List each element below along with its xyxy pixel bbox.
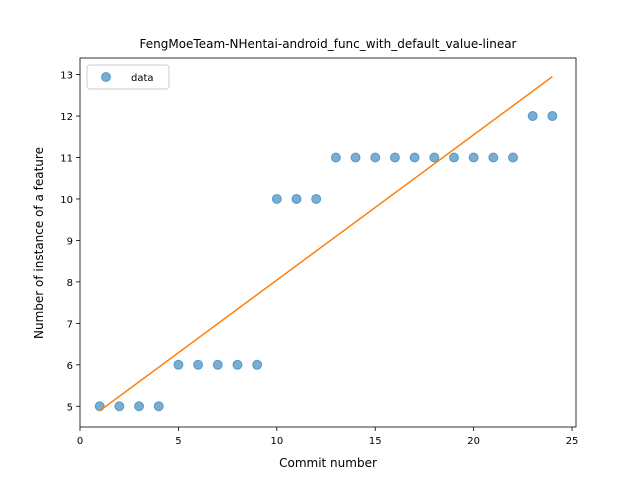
data-point [173,359,184,370]
data-point [370,152,381,163]
plot-area: 0 5 10 15 20 25 5 6 7 8 9 10 11 12 13 data [60,57,579,447]
data-point [448,152,459,163]
data-point [311,193,322,204]
data-point [271,193,282,204]
data-point [350,152,361,163]
data-point [508,152,519,163]
data-point [547,111,558,122]
data-point [389,152,400,163]
data-point [330,152,341,163]
x-axis-label: Commit number [279,456,377,470]
chart-title: FengMoeTeam-NHentai-android_func_with_de… [140,37,517,51]
data-point [429,152,440,163]
data-point [409,152,420,163]
data-point [212,359,223,370]
data-point [232,359,243,370]
x-tick-label: 0 [77,436,83,447]
y-tick-label: 11 [60,154,73,165]
y-tick-label: 9 [67,236,73,247]
data-point [527,111,538,122]
y-tick-label: 5 [67,402,73,413]
fit-line [99,76,553,412]
y-tick-label: 7 [67,319,73,330]
data-point [488,152,499,163]
y-tick-label: 6 [67,361,73,372]
x-tick-label: 10 [270,436,283,447]
data-point [153,401,164,412]
data-point [291,193,302,204]
data-point [114,401,125,412]
y-tick-label: 13 [60,71,73,82]
x-tick-label: 25 [566,436,579,447]
x-tick-label: 20 [467,436,480,447]
legend-box [86,64,170,90]
y-tick-label: 10 [60,195,73,206]
x-tick-label: 15 [369,436,382,447]
y-axis-label: Number of instance of a feature [32,147,46,339]
x-tick-label: 5 [175,436,181,447]
legend-label: data [131,73,154,84]
y-tick-label: 12 [60,112,73,123]
y-tick-label: 8 [67,278,73,289]
legend-marker [101,72,111,82]
data-point [134,401,145,412]
data-point [468,152,479,163]
data-point [252,359,263,370]
axes-frame [79,57,577,428]
data-point [193,359,204,370]
